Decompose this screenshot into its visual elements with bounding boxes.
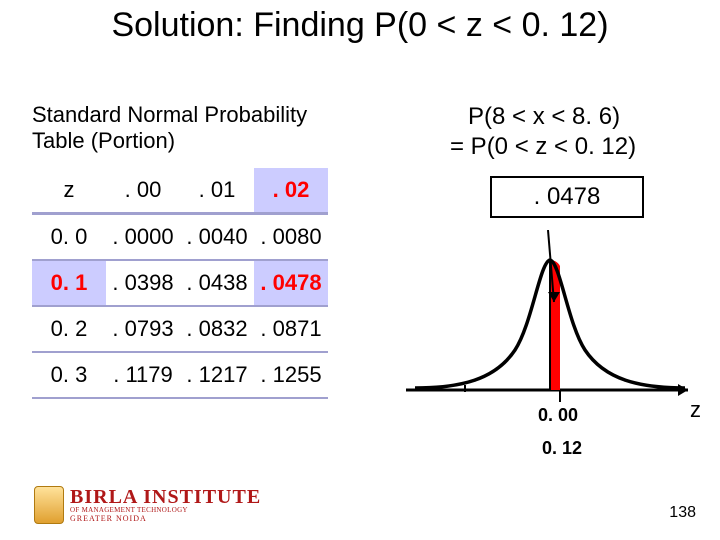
cell: . 0080 xyxy=(254,214,328,261)
th-01: . 01 xyxy=(180,168,254,214)
table-row: 0. 0 . 0000 . 0040 . 0080 xyxy=(32,214,328,261)
equation-line2: = P(0 < z < 0. 12) xyxy=(450,132,636,162)
table-row: 0. 3 . 1179 . 1217 . 1255 xyxy=(32,352,328,398)
cell-z-hl: 0. 1 xyxy=(32,260,106,306)
slide-title: Solution: Finding P(0 < z < 0. 12) xyxy=(0,6,720,45)
th-02: . 02 xyxy=(254,168,328,214)
table-caption: Standard Normal Probability Table (Porti… xyxy=(32,102,332,155)
cell-z: 0. 0 xyxy=(32,214,106,261)
logo-name: BIRLA INSTITUTE xyxy=(70,487,261,507)
logo-badge-icon xyxy=(34,486,64,524)
institution-logo: BIRLA INSTITUTE OF MANAGEMENT TECHNOLOGY… xyxy=(34,486,261,524)
normal-curve-diagram xyxy=(400,230,700,410)
cell: . 1217 xyxy=(180,352,254,398)
logo-sub2: GREATER NOIDA xyxy=(70,515,261,523)
probability-value-box: . 0478 xyxy=(490,176,644,218)
cell: . 1179 xyxy=(106,352,180,398)
cell: . 0040 xyxy=(180,214,254,261)
cell: . 0000 xyxy=(106,214,180,261)
cell: . 0438 xyxy=(180,260,254,306)
table-header-row: z . 00 . 01 . 02 xyxy=(32,168,328,214)
table-row-highlight: 0. 1 . 0398 . 0438 . 0478 xyxy=(32,260,328,306)
equation-line1: P(8 < x < 8. 6) xyxy=(450,102,636,132)
tick-label-012: 0. 12 xyxy=(542,438,582,459)
table-row: 0. 2 . 0793 . 0832 . 0871 xyxy=(32,306,328,352)
tick-label-0: 0. 00 xyxy=(538,405,578,426)
cell-z: 0. 3 xyxy=(32,352,106,398)
cell: . 0398 xyxy=(106,260,180,306)
cell: . 0793 xyxy=(106,306,180,352)
th-00: . 00 xyxy=(106,168,180,214)
page-number: 138 xyxy=(669,504,696,522)
z-table: z . 00 . 01 . 02 0. 0 . 0000 . 0040 . 00… xyxy=(32,168,328,399)
logo-text-block: BIRLA INSTITUTE OF MANAGEMENT TECHNOLOGY… xyxy=(70,487,261,523)
cell-z: 0. 2 xyxy=(32,306,106,352)
cell-intersection: . 0478 xyxy=(254,260,328,306)
logo-sub1: OF MANAGEMENT TECHNOLOGY xyxy=(70,507,261,514)
axis-arrowhead xyxy=(678,384,688,396)
cell: . 0871 xyxy=(254,306,328,352)
cell: . 0832 xyxy=(180,306,254,352)
cell: . 1255 xyxy=(254,352,328,398)
equation-block: P(8 < x < 8. 6) = P(0 < z < 0. 12) xyxy=(450,102,636,162)
th-z: z xyxy=(32,168,106,214)
z-axis-label: z xyxy=(690,397,701,423)
